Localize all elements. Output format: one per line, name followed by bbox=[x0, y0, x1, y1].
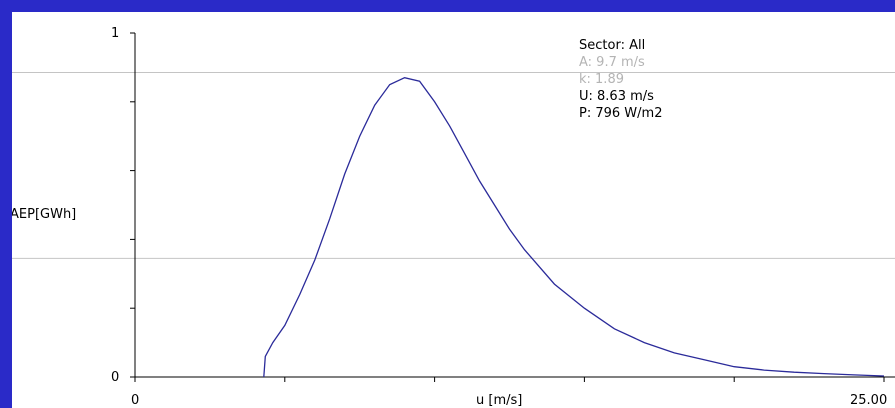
aep-chart: AEP[GWh] u [m/s] 0 25.00 0 1 Sector: All… bbox=[12, 26, 895, 408]
x-tick-label-25: 25.00 bbox=[850, 393, 887, 408]
grid bbox=[12, 72, 895, 259]
aep-curve-line bbox=[263, 77, 885, 378]
info-line-0: Sector: All bbox=[579, 38, 645, 53]
x-tick-label-0: 0 bbox=[131, 393, 139, 408]
info-line-2: k: 1.89 bbox=[579, 72, 624, 87]
y-tick-label-1: 1 bbox=[111, 26, 119, 41]
info-box: Sector: All A: 9.7 m/s k: 1.89 U: 8.63 m/s P… bbox=[579, 38, 662, 121]
y-tick-label-0: 0 bbox=[111, 370, 119, 385]
x-ticks bbox=[134, 377, 885, 382]
info-line-3: U: 8.63 m/s bbox=[579, 89, 654, 104]
chart-panel: AEP[GWh] u [m/s] 0 25.00 0 1 Sector: All… bbox=[12, 12, 895, 408]
y-ticks bbox=[130, 32, 135, 378]
x-axis-label: u [m/s] bbox=[476, 393, 522, 408]
info-line-1: A: 9.7 m/s bbox=[579, 55, 645, 70]
y-axis-label: AEP[GWh] bbox=[12, 207, 76, 222]
info-line-4: P: 796 W/m2 bbox=[579, 106, 662, 121]
